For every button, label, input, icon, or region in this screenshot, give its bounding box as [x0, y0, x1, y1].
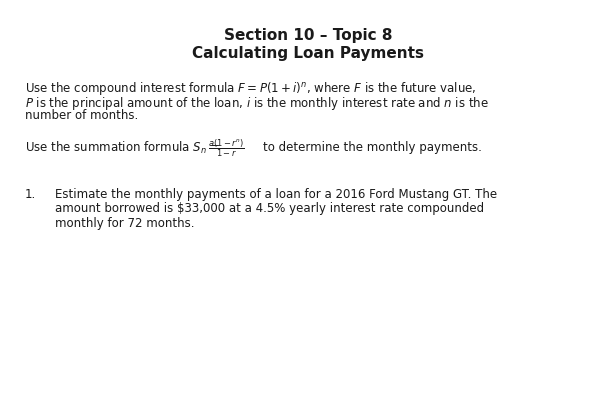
Text: amount borrowed is $33,000 at a 4.5% yearly interest rate compounded: amount borrowed is $33,000 at a 4.5% yea… — [55, 202, 484, 215]
Text: Estimate the monthly payments of a loan for a 2016 Ford Mustang GT. The: Estimate the monthly payments of a loan … — [55, 188, 497, 201]
Text: Use the summation formula $S_{n}$ =: Use the summation formula $S_{n}$ = — [25, 140, 221, 156]
Text: Calculating Loan Payments: Calculating Loan Payments — [192, 46, 424, 61]
Text: Use the compound interest formula $F = P(1 + i)^{n}$, where $F$ is the future va: Use the compound interest formula $F = P… — [25, 80, 476, 97]
Text: monthly for 72 months.: monthly for 72 months. — [55, 216, 195, 230]
Text: $\frac{a(1-r^{n})}{1-r}$: $\frac{a(1-r^{n})}{1-r}$ — [208, 137, 245, 159]
Text: $P$ is the principal amount of the loan, $i$ is the monthly interest rate and $n: $P$ is the principal amount of the loan,… — [25, 94, 488, 111]
Text: Section 10 – Topic 8: Section 10 – Topic 8 — [224, 28, 392, 43]
Text: number of months.: number of months. — [25, 109, 138, 122]
Text: 1.: 1. — [25, 188, 36, 201]
Text: to determine the monthly payments.: to determine the monthly payments. — [263, 141, 482, 154]
